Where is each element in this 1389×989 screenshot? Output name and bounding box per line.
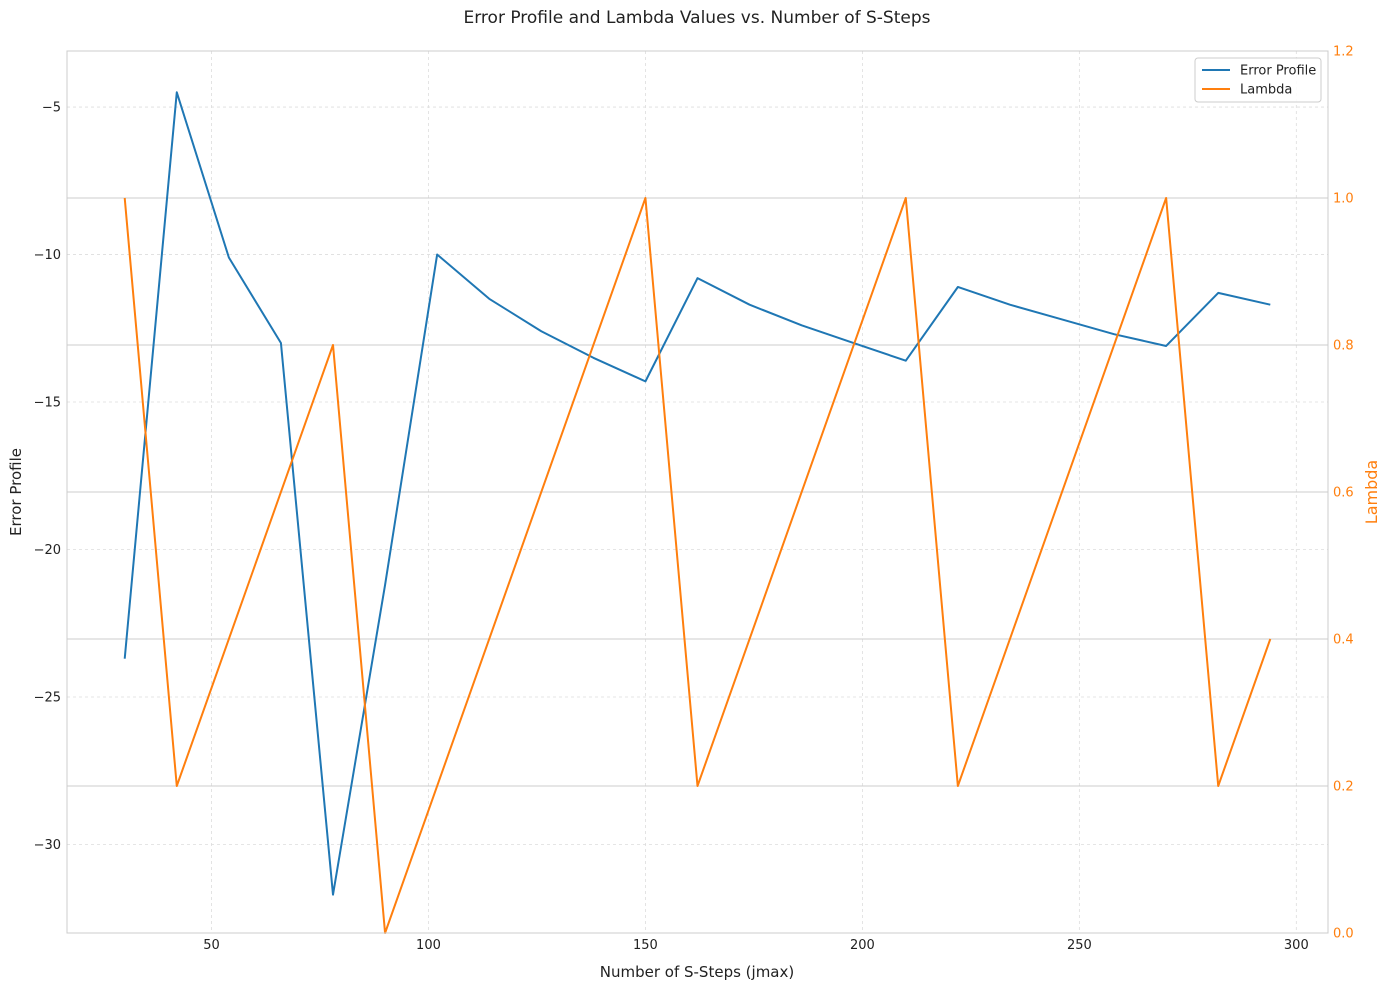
y-left-tick-label: −25 — [34, 691, 61, 706]
y-left-tick-label: −15 — [34, 396, 61, 411]
y-right-tick-label: 0.4 — [1333, 633, 1354, 648]
series-line-lambda — [123, 197, 1272, 934]
x-axis-label: Number of S-Steps (jmax) — [600, 963, 794, 981]
y-right-tick-label: 0.8 — [1333, 339, 1354, 354]
y-right-tick-label: 0.2 — [1333, 780, 1354, 795]
x-tick-label: 100 — [416, 938, 441, 953]
y-left-tick-label: −30 — [34, 838, 61, 853]
legend-label-error-profile: Error Profile — [1240, 64, 1316, 79]
y-right-tick-label: 1.0 — [1333, 192, 1354, 207]
x-tick-label: 200 — [850, 938, 875, 953]
plot-frame — [66, 50, 1329, 934]
x-tick-label: 50 — [203, 938, 220, 953]
x-tick-label: 150 — [633, 938, 658, 953]
y-left-tick-label: −20 — [34, 543, 61, 558]
chart-title: Error Profile and Lambda Values vs. Numb… — [464, 8, 931, 28]
legend-label-lambda: Lambda — [1240, 83, 1292, 98]
y-right-tick-label: 1.2 — [1333, 45, 1354, 60]
y-left-tick-label: −5 — [42, 101, 61, 116]
y-right-tick-label: 0.0 — [1333, 927, 1354, 942]
legend: Error Profile Lambda — [1194, 57, 1322, 103]
y-right-tick-label: 0.6 — [1333, 486, 1354, 501]
x-tick-label: 300 — [1284, 938, 1309, 953]
x-tick-label: 250 — [1067, 938, 1092, 953]
y-axis-label-left: Error Profile — [7, 448, 25, 536]
series-line-error-profile — [123, 91, 1271, 896]
y-left-tick-label: −10 — [34, 248, 61, 263]
y-axis-label-right: Lambda — [1362, 460, 1381, 524]
